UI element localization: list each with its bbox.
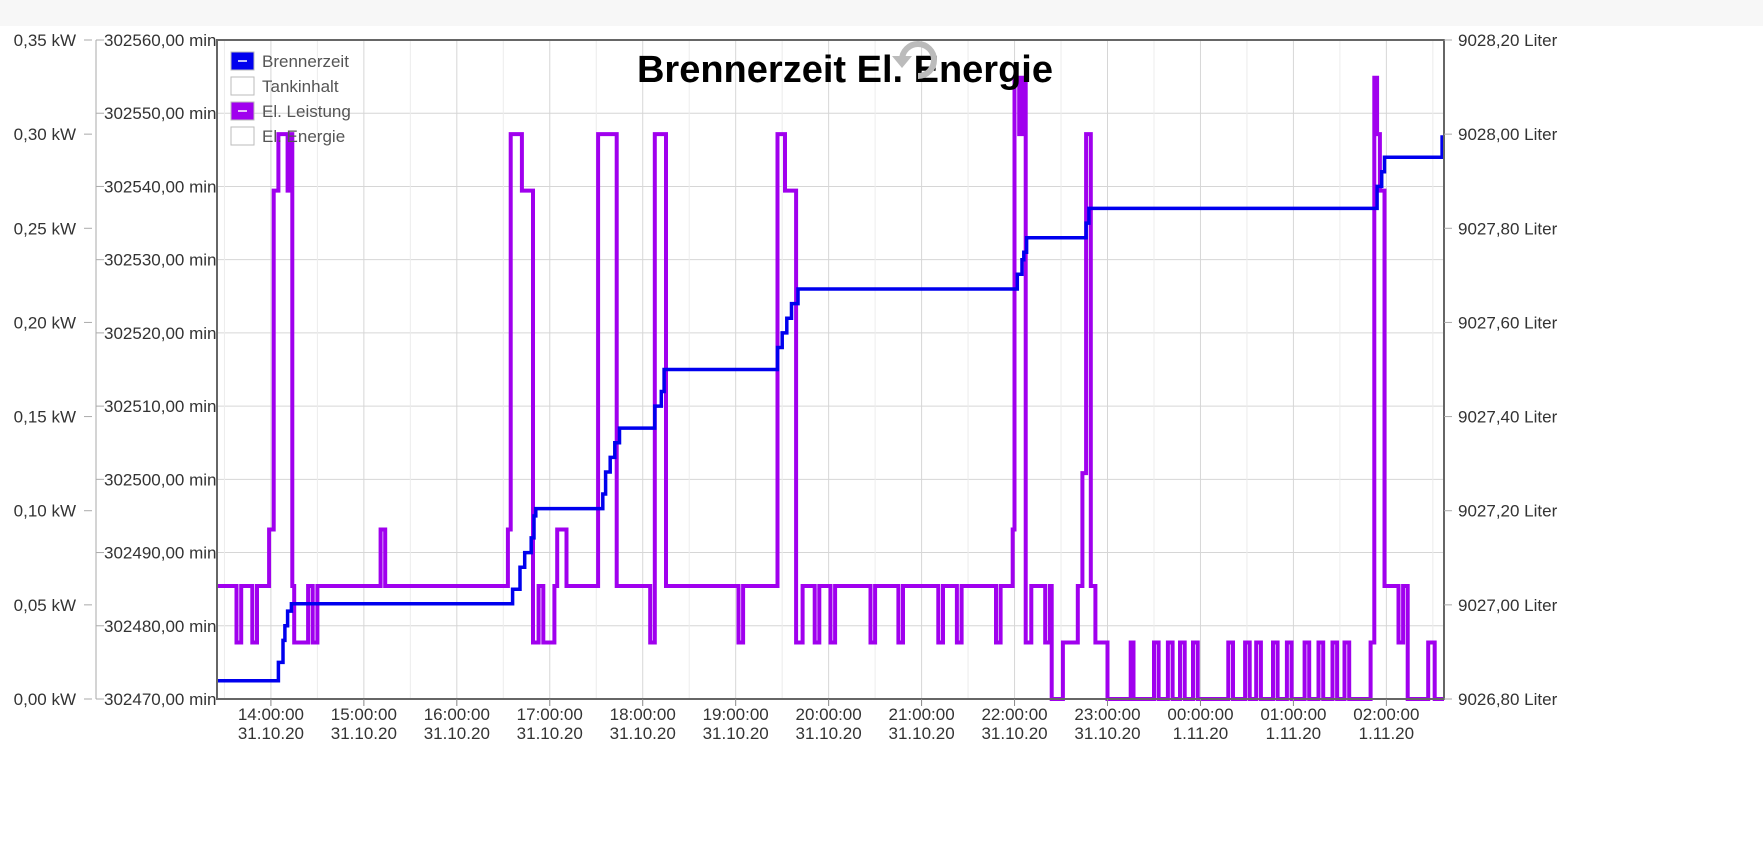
- plot-frame: [216, 39, 1445, 700]
- kw-tick-label: 0,20 kW: [14, 313, 76, 332]
- legend-item[interactable]: El. Energie: [230, 126, 345, 146]
- kw-tick-label: 0,25 kW: [14, 219, 76, 238]
- x-tick-time: 23:00:00: [1074, 705, 1140, 724]
- legend-label: El. Energie: [262, 127, 345, 146]
- refresh-icon[interactable]: [888, 30, 948, 82]
- x-tick-time: 18:00:00: [610, 705, 676, 724]
- x-tick-time: 00:00:00: [1167, 705, 1233, 724]
- x-tick-time: 21:00:00: [889, 705, 955, 724]
- liter-tick-label: 9027,00 Liter: [1458, 596, 1558, 615]
- legend-label: Tankinhalt: [262, 77, 339, 96]
- x-tick-time: 20:00:00: [796, 705, 862, 724]
- x-tick-date: 31.10.20: [1074, 724, 1140, 743]
- x-tick-time: 19:00:00: [703, 705, 769, 724]
- min-tick-label: 302560,00 min: [104, 31, 216, 50]
- legend-item[interactable]: Brennerzeit: [230, 51, 349, 71]
- x-tick-date: 31.10.20: [889, 724, 955, 743]
- min-tick-label: 302510,00 min: [104, 397, 216, 416]
- min-tick-label: 302540,00 min: [104, 177, 216, 196]
- legend-swatch[interactable]: [230, 76, 255, 96]
- top-bar: [0, 0, 1763, 26]
- series-layer: [217, 75, 1444, 701]
- legend-item[interactable]: El. Leistung: [230, 101, 351, 121]
- x-tick-time: 16:00:00: [424, 705, 490, 724]
- kw-tick-label: 0,30 kW: [14, 125, 76, 144]
- x-tick-date: 31.10.20: [703, 724, 769, 743]
- x-tick-time: 15:00:00: [331, 705, 397, 724]
- liter-tick-label: 9028,00 Liter: [1458, 125, 1558, 144]
- min-tick-label: 302490,00 min: [104, 544, 216, 563]
- liter-tick-label: 9028,20 Liter: [1458, 31, 1558, 50]
- min-tick-label: 302550,00 min: [104, 104, 216, 123]
- min-tick-label: 302520,00 min: [104, 324, 216, 343]
- x-tick-date: 31.10.20: [424, 724, 490, 743]
- x-tick-time: 01:00:00: [1260, 705, 1326, 724]
- x-tick-date: 31.10.20: [981, 724, 1047, 743]
- min-tick-label: 302470,00 min: [104, 690, 216, 709]
- x-axis: 14:00:0031.10.2015:00:0031.10.2016:00:00…: [238, 699, 1419, 743]
- kw-tick-label: 0,00 kW: [14, 690, 76, 709]
- x-tick-time: 02:00:00: [1353, 705, 1419, 724]
- kw-tick-label: 0,05 kW: [14, 596, 76, 615]
- series-line-brennerzeit: [217, 135, 1444, 683]
- x-tick-date: 31.10.20: [796, 724, 862, 743]
- x-tick-date: 31.10.20: [517, 724, 583, 743]
- legend[interactable]: Brennerzeit Tankinhalt El. Leistung El. Ene…: [230, 51, 351, 146]
- right-liter-axis: 9026,80 Liter 9027,00 Liter 9027,20 Liter 9…: [1444, 31, 1558, 709]
- left-kw-axis: 0,00 kW 0,05 kW 0,10 kW 0,15 kW 0,20 kW 0,25 …: [14, 31, 92, 709]
- legend-label: Brennerzeit: [262, 52, 349, 71]
- x-tick-time: 17:00:00: [517, 705, 583, 724]
- kw-tick-label: 0,10 kW: [14, 502, 76, 521]
- kw-tick-label: 0,15 kW: [14, 408, 76, 427]
- min-tick-label: 302530,00 min: [104, 251, 216, 270]
- legend-item[interactable]: Tankinhalt: [230, 76, 339, 96]
- x-tick-date: 31.10.20: [610, 724, 676, 743]
- liter-tick-label: 9027,40 Liter: [1458, 408, 1558, 427]
- liter-tick-label: 9027,60 Liter: [1458, 313, 1558, 332]
- legend-swatch[interactable]: [230, 126, 255, 146]
- kw-tick-label: 0,35 kW: [14, 31, 76, 50]
- x-tick-date: 31.10.20: [331, 724, 397, 743]
- liter-tick-label: 9026,80 Liter: [1458, 690, 1558, 709]
- x-tick-time: 14:00:00: [238, 705, 304, 724]
- x-tick-date: 1.11.20: [1173, 724, 1228, 743]
- x-tick-time: 22:00:00: [981, 705, 1047, 724]
- x-tick-date: 1.11.20: [1266, 724, 1321, 743]
- liter-tick-label: 9027,20 Liter: [1458, 502, 1558, 521]
- min-tick-label: 302500,00 min: [104, 470, 216, 489]
- x-tick-date: 1.11.20: [1359, 724, 1414, 743]
- series-line-el-leistung: [217, 75, 1444, 701]
- x-tick-date: 31.10.20: [238, 724, 304, 743]
- left-min-axis: 302470,00 min 302480,00 min 302490,00 min 3…: [95, 31, 216, 709]
- chart-title: Brennerzeit El. Energie: [637, 49, 1053, 91]
- min-tick-label: 302480,00 min: [104, 617, 216, 636]
- legend-label: El. Leistung: [262, 102, 351, 121]
- liter-tick-label: 9027,80 Liter: [1458, 219, 1558, 238]
